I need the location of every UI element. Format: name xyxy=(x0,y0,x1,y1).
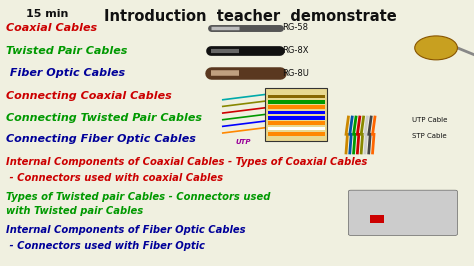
Text: Coaxial Cables: Coaxial Cables xyxy=(6,23,97,33)
Text: Fiber Optic Cables: Fiber Optic Cables xyxy=(6,68,125,78)
Text: UTP: UTP xyxy=(236,139,251,144)
Text: Internal Components of Fiber Optic Cables: Internal Components of Fiber Optic Cable… xyxy=(6,225,246,235)
Text: RG-8U: RG-8U xyxy=(282,69,309,78)
Text: - Connectors used with Fiber Optic: - Connectors used with Fiber Optic xyxy=(6,241,205,251)
Text: UTP Cable: UTP Cable xyxy=(412,117,448,123)
Text: Twisted Pair Cables: Twisted Pair Cables xyxy=(6,45,127,56)
Text: - Connectors used with coaxial Cables: - Connectors used with coaxial Cables xyxy=(6,173,223,183)
Circle shape xyxy=(415,36,457,60)
FancyBboxPatch shape xyxy=(265,88,327,141)
Bar xyxy=(268,105,325,109)
Text: with Twisted pair Cables: with Twisted pair Cables xyxy=(6,206,143,217)
Bar xyxy=(268,116,325,120)
Text: RG-8X: RG-8X xyxy=(282,46,309,55)
Bar xyxy=(268,121,325,125)
Text: 15 min: 15 min xyxy=(26,9,68,19)
Text: STP Cable: STP Cable xyxy=(412,133,447,139)
FancyBboxPatch shape xyxy=(348,190,457,235)
Text: Types of Twisted pair Cables - Connectors used: Types of Twisted pair Cables - Connector… xyxy=(6,192,270,202)
Bar xyxy=(268,95,325,98)
Text: Connecting Twisted Pair Cables: Connecting Twisted Pair Cables xyxy=(6,113,202,123)
Text: Introduction  teacher  demonstrate: Introduction teacher demonstrate xyxy=(104,9,397,23)
Bar xyxy=(268,132,325,136)
Text: Internal Components of Coaxial Cables - Types of Coaxial Cables: Internal Components of Coaxial Cables - … xyxy=(6,157,367,167)
Bar xyxy=(268,100,325,104)
Text: Connecting Coaxial Cables: Connecting Coaxial Cables xyxy=(6,91,172,101)
Text: Connecting Fiber Optic Cables: Connecting Fiber Optic Cables xyxy=(6,134,196,144)
Bar xyxy=(370,215,384,223)
Bar xyxy=(268,111,325,114)
Bar xyxy=(268,127,325,130)
Text: RG-58: RG-58 xyxy=(282,23,308,32)
